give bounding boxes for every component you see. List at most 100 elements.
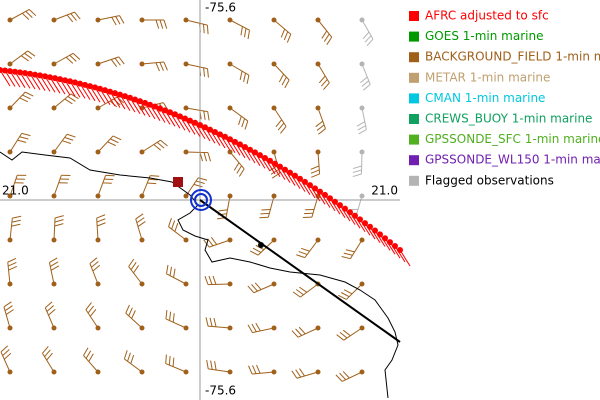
legend-label: GPSSONDE_SFC 1-min marine	[425, 132, 600, 146]
barb-staff	[53, 11, 75, 21]
barb-staff	[300, 283, 319, 298]
afrc-dot	[67, 78, 73, 85]
barb-staff	[89, 263, 99, 285]
afrc-dot	[112, 90, 118, 97]
barb-flag	[49, 257, 58, 263]
barb-flag	[203, 24, 205, 34]
barb-flag	[248, 365, 253, 375]
barb-staff	[225, 195, 231, 218]
barb-flag	[249, 250, 259, 256]
afrc-barb	[199, 124, 211, 142]
barb-flag	[286, 34, 292, 43]
barb-flag	[343, 289, 353, 295]
barb-flag	[25, 11, 33, 18]
afrc-dot	[152, 103, 158, 110]
afrc-barb	[304, 181, 316, 199]
barb-flag	[321, 30, 328, 39]
barb-flag	[17, 139, 27, 143]
barb-flag	[342, 371, 350, 379]
afrc-dot	[2, 67, 8, 74]
barb-staff	[53, 133, 68, 153]
barb-flag	[343, 252, 353, 256]
afrc-dot	[62, 77, 68, 84]
afrc-barb	[364, 222, 376, 240]
barb-flag	[7, 261, 17, 267]
barb-flag	[239, 70, 243, 80]
afrc-dot	[137, 98, 143, 105]
legend-swatch	[409, 31, 419, 42]
afrc-dot	[337, 202, 343, 209]
barb-flag	[22, 94, 31, 100]
barb-flag	[341, 256, 351, 260]
legend-label: Flagged observations	[425, 173, 554, 187]
barb-flag	[130, 354, 135, 364]
afrc-barb	[134, 99, 146, 116]
afrc-barb	[264, 157, 276, 175]
afrc-dot	[117, 91, 123, 98]
afrc-barb	[159, 108, 171, 125]
afrc-barb	[219, 134, 231, 151]
afrc-barb	[184, 118, 196, 135]
barb-flag	[163, 61, 168, 71]
barb-flag	[205, 317, 209, 327]
barb-flag	[65, 56, 74, 64]
barb-staff	[304, 239, 319, 258]
barb-flag	[155, 62, 160, 72]
barb-staff	[208, 325, 231, 329]
lon-label: -75.6	[205, 384, 236, 398]
barb-staff	[53, 218, 56, 241]
afrc-barb	[189, 120, 201, 137]
barb-flag	[206, 359, 209, 369]
barb-staff	[9, 133, 23, 153]
barb-flag	[5, 309, 14, 315]
barb-flag	[87, 305, 95, 314]
barb-flag	[119, 15, 125, 24]
barb-flag	[207, 68, 209, 78]
barb-flag	[19, 136, 29, 140]
barb-staff	[209, 239, 231, 248]
barb-flag	[342, 329, 351, 337]
barb-flag	[296, 254, 306, 259]
barb-flag	[277, 122, 285, 131]
barb-flag	[295, 289, 304, 296]
barb-flag	[240, 26, 243, 36]
barb-flag	[291, 330, 299, 338]
afrc-barb	[279, 166, 291, 183]
barb-flag	[252, 247, 262, 253]
barb-flag	[111, 16, 117, 26]
afrc-barb	[269, 160, 281, 178]
barb-staff	[125, 312, 143, 329]
afrc-dot	[267, 157, 273, 164]
barb-staff	[317, 107, 326, 129]
afrc-dot	[52, 75, 58, 82]
afrc-barb	[14, 71, 26, 88]
afrc-dot	[392, 243, 398, 250]
afrc-dot	[382, 235, 388, 242]
afrc-dot	[102, 87, 108, 94]
afrc-dot	[227, 136, 233, 143]
barb-flag	[96, 218, 106, 223]
barb-flag	[66, 133, 76, 138]
afrc-barb	[99, 88, 111, 106]
afrc-barb	[4, 70, 16, 87]
afrc-barb	[49, 76, 61, 94]
barb-flag	[70, 13, 77, 21]
barb-flag	[283, 31, 289, 41]
barb-flag	[295, 328, 303, 336]
legend-swatch	[409, 114, 419, 124]
barb-flag	[213, 317, 217, 327]
afrc-barb	[399, 249, 411, 267]
barb-flag	[246, 75, 250, 85]
barb-staff	[3, 306, 11, 329]
barb-flag	[64, 136, 74, 141]
barb-flag	[83, 347, 89, 356]
barb-staff	[360, 151, 363, 175]
legend-swatch	[409, 52, 419, 63]
barb-flag	[160, 139, 168, 147]
barb-staff	[168, 226, 187, 241]
afrc-barb	[204, 127, 216, 144]
barb-flag	[339, 332, 348, 339]
barb-flag	[241, 118, 246, 128]
storm-center	[194, 193, 208, 207]
afrc-dot	[162, 107, 168, 114]
